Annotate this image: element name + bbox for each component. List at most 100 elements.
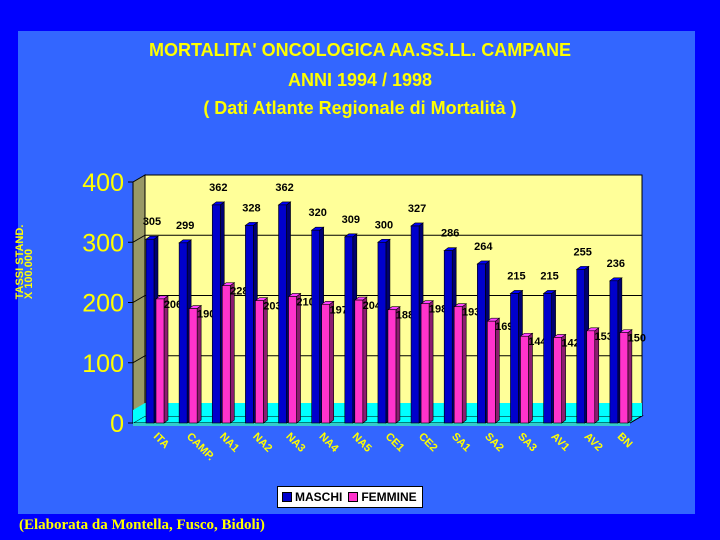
x-tick-label: SA1 [449,431,473,455]
x-tick-label: NA3 [283,431,307,455]
bar-side-femmine [296,292,301,424]
y-tick-label: 0 [110,410,124,438]
data-label-femmine: 144 [528,336,547,348]
data-label-femmine: 169 [495,321,513,333]
legend-label-maschi: MASCHI [295,490,343,504]
data-label-maschi: 215 [507,270,525,282]
bar-maschi [145,238,155,424]
data-label-femmine: 203 [263,301,281,313]
bar-femmine [288,296,297,424]
data-label-femmine: 142 [561,337,579,349]
legend-swatch-femmine [348,492,359,502]
bar-maschi [609,280,619,424]
source-caption: (Elaborata da Montella, Fusco, Bidoli) [19,517,265,533]
data-label-femmine: 210 [296,296,314,308]
x-tick-label: AV1 [548,431,571,454]
bar-femmine [453,306,463,424]
data-label-femmine: 206 [164,299,182,311]
y-tick-label: 100 [82,350,124,378]
bar-femmine [354,299,364,424]
bar-femmine [586,330,596,424]
bar-side-femmine [362,296,368,424]
bar-femmine [387,309,397,424]
bar-femmine [487,320,496,424]
bar-side-femmine [196,304,202,424]
bar-maschi [278,204,287,424]
bar-maschi [510,293,519,424]
bar-femmine [188,308,198,424]
data-label-femmine: 228 [230,286,248,298]
y-tick-label: 400 [82,169,124,197]
y-tick-label: 300 [82,229,124,257]
bar-side-femmine [329,300,334,424]
data-label-femmine: 198 [429,304,447,316]
y-tick-label: 200 [82,290,124,318]
data-label-maschi: 300 [375,219,393,231]
data-label-maschi: 305 [143,216,161,228]
bar-maschi [543,293,552,424]
gridline-side [132,355,146,364]
legend-label-femmine: FEMMINE [361,490,417,504]
x-tick-label: CAMP. [184,431,217,464]
bar-side-femmine [229,282,235,424]
bar-maschi [344,236,354,424]
bar-side-femmine [163,295,169,424]
bar-femmine [155,298,165,424]
gridline-side [132,295,146,303]
x-tick-label: ITA [151,431,171,451]
data-label-maschi: 236 [607,258,625,270]
data-label-maschi: 215 [540,270,558,282]
bar-maschi [576,269,586,424]
data-label-maschi: 320 [308,207,326,219]
legend-item-maschi: MASCHI [282,490,342,504]
bar-femmine [221,285,231,424]
data-label-femmine: 153 [595,331,613,343]
bar-side-femmine [263,297,268,424]
bar-femmine [520,335,529,424]
bar-side-femmine [428,300,434,424]
x-tick-label: NA5 [350,431,374,455]
data-label-femmine: 197 [329,304,347,316]
x-tick-label: AV2 [582,431,605,454]
bar-femmine [553,337,562,424]
plot-floor-edge [133,423,630,426]
data-label-maschi: 309 [342,214,360,226]
data-label-femmine: 190 [197,309,215,321]
data-label-femmine: 193 [462,307,480,319]
bar-side-femmine [395,306,401,424]
data-label-femmine: 188 [396,310,414,322]
bar-maschi [245,225,254,424]
x-tick-label: NA4 [317,431,342,456]
plot-floor-side [133,403,145,423]
bar-maschi [178,242,188,424]
bar-maschi [477,263,486,424]
bar-side-femmine [495,317,500,424]
bar-side-femmine [461,303,467,424]
data-label-maschi: 362 [275,182,293,194]
bar-femmine [619,332,629,424]
x-tick-label: NA2 [250,431,274,455]
chart-subtitle-source: ( Dati Atlante Regionale di Mortalità ) [203,98,517,118]
legend-item-femmine: FEMMINE [348,490,417,504]
data-label-maschi: 264 [474,241,493,253]
bar-maschi [311,229,320,424]
x-tick-label: CE2 [416,431,440,455]
bar-maschi [377,241,387,424]
data-label-maschi: 327 [408,203,426,215]
bar-maschi [443,250,453,424]
gridline-side [132,234,146,243]
data-label-maschi: 328 [242,202,260,214]
x-tick-label: BN [615,431,635,451]
x-tick-label: CE1 [383,431,407,455]
bar-femmine [321,304,330,424]
legend-swatch-maschi [282,492,292,502]
bar-femmine [420,303,430,424]
data-label-femmine: 204 [363,300,382,312]
data-label-maschi: 299 [176,220,194,232]
bar-femmine [255,300,264,424]
x-tick-label: NA1 [217,431,241,455]
data-label-femmine: 150 [628,333,646,345]
x-tick-label: SA3 [515,431,539,455]
legend: MASCHI FEMMINE [277,486,423,508]
